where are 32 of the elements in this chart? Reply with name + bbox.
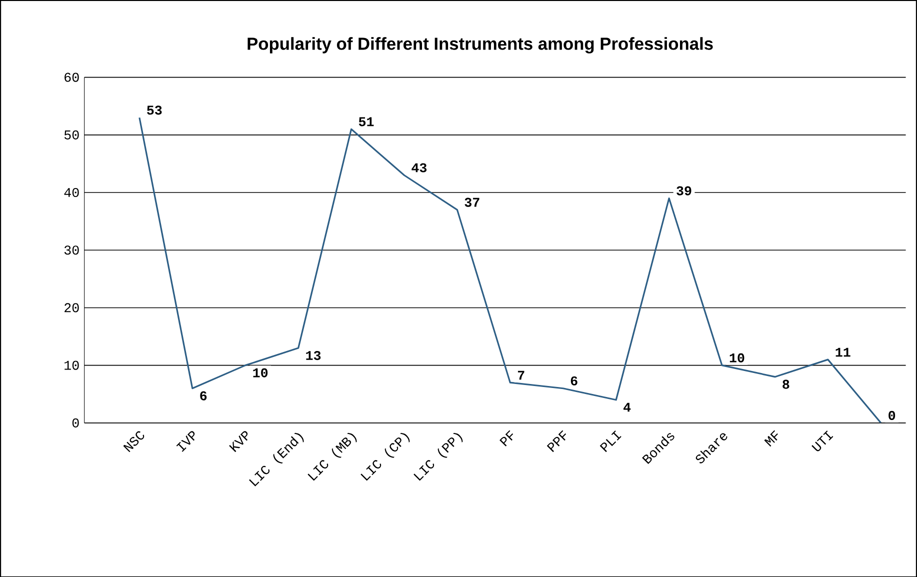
x-tick-label: PF: [500, 430, 514, 446]
data-label: 7: [518, 370, 524, 380]
data-label: 0: [888, 410, 896, 420]
data-label: 4: [623, 402, 631, 412]
data-label: 6: [200, 391, 207, 400]
x-tick-label: PPF: [546, 430, 566, 452]
line-series: [138, 116, 882, 423]
chart-title: Popularity of Different Instruments among Professionals: [248, 36, 713, 54]
data-label: 6: [570, 376, 578, 386]
data-label: 37: [464, 198, 480, 207]
y-tick-label: 20: [64, 302, 79, 312]
data-label: 51: [358, 117, 374, 126]
data-label: 8: [782, 380, 790, 389]
data-label: 10: [253, 368, 268, 378]
x-tick-label: MF: [764, 430, 778, 446]
data-label: 10: [730, 353, 744, 362]
x-tick-label: UTI: [812, 430, 834, 452]
y-tick-label: 50: [64, 130, 79, 140]
x-tick-label: NSC: [123, 431, 144, 452]
y-tick-label: 0: [72, 418, 79, 428]
data-label: 43: [412, 163, 427, 172]
x-tick-label: PLI: [600, 430, 622, 452]
x-tick-label: KVP: [229, 430, 248, 452]
data-label: 13: [306, 350, 321, 360]
y-tick-label: 40: [64, 188, 79, 197]
data-label: 53: [147, 105, 162, 115]
y-tick-label: 30: [64, 245, 79, 254]
y-tick-label: 60: [64, 72, 79, 82]
data-label: 39: [676, 186, 692, 196]
data-label: 11: [836, 348, 850, 356]
y-tick-label: 10: [64, 360, 79, 370]
x-tick-label: IVP: [176, 430, 195, 452]
